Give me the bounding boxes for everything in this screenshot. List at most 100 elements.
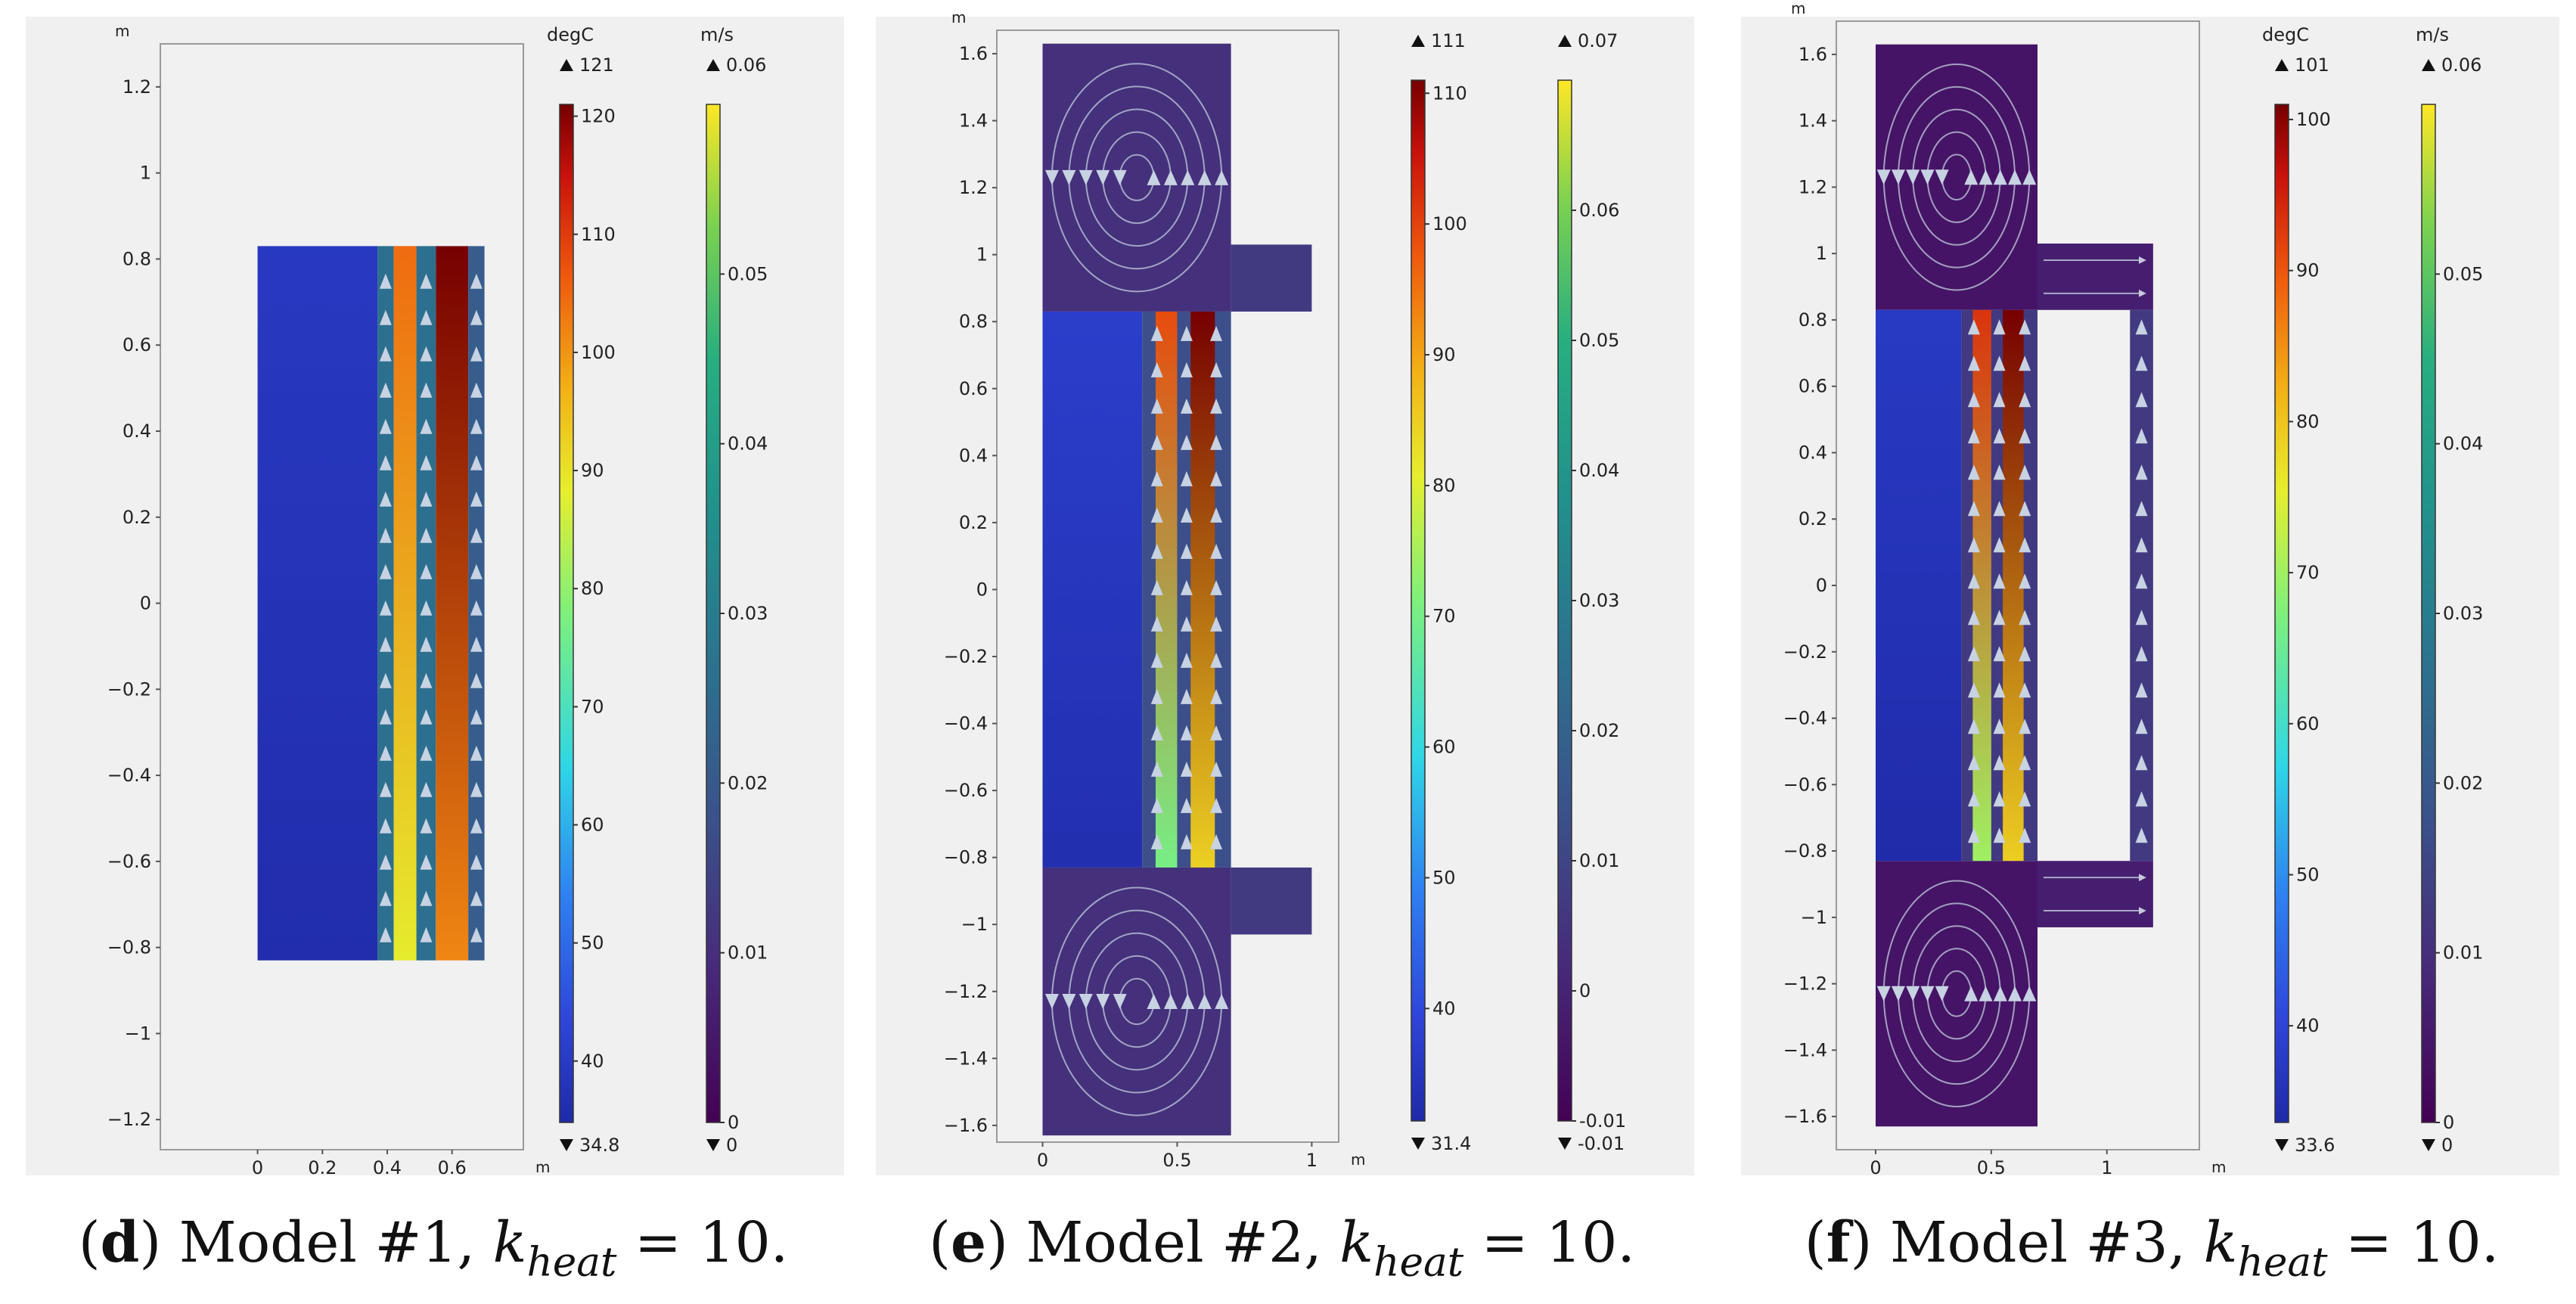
velocity-max-label: 0.07 — [1578, 30, 1618, 51]
flow-arrow — [2135, 319, 2148, 335]
velocity-tick-label: 0.03 — [728, 603, 768, 624]
flow-arrow — [470, 527, 483, 543]
flow-arrow — [1967, 646, 1980, 662]
flow-arrow — [379, 309, 392, 325]
flow-arrow — [1906, 169, 1920, 185]
y-tick-label: 1.6 — [1799, 44, 1827, 65]
x-tick-label: 0.6 — [438, 1157, 467, 1178]
flow-arrow — [379, 455, 392, 470]
chart-panel-1: 0 0.5 1 −1.6 −1.4 −1.2 −1 −0.8 −0.6 −0.4 −0.2 0 0.2 0… — [876, 8, 1694, 1175]
y-tick-label: 0.2 — [959, 512, 988, 533]
flow-arrow — [1180, 797, 1193, 813]
temperature-tick-label: 50 — [581, 933, 604, 954]
flow-arrow — [1993, 537, 2006, 553]
flow-arrow — [2019, 537, 2031, 553]
flow-arrow — [1150, 579, 1163, 595]
flow-arrow — [1979, 169, 1993, 185]
caption-k-value: = 10. — [1481, 1210, 1635, 1275]
flow-arrow — [1044, 994, 1059, 1010]
flow-arrow — [470, 890, 483, 906]
flow-arrow — [1150, 470, 1163, 486]
flow-arrow — [420, 854, 433, 870]
velocity-tick-label: -0.01 — [1579, 1110, 1626, 1132]
flow-arrow — [1096, 994, 1110, 1010]
flow-arrow — [470, 636, 483, 652]
caption-letter: e — [950, 1210, 987, 1275]
temperature-tick-label: 70 — [1432, 606, 1456, 627]
caption-f: (f) Model #3, kheat = 10. — [1804, 1210, 2500, 1286]
flow-arrow — [2135, 464, 2148, 480]
temperature-tick-label: 70 — [581, 696, 604, 717]
flow-arrow — [420, 600, 433, 616]
y-tick-label: −0.6 — [944, 780, 988, 801]
y-tick-label: 0.4 — [959, 445, 988, 466]
velocity-tick-label: 0.03 — [2443, 603, 2483, 624]
x-tick-label: 1 — [2101, 1157, 2112, 1178]
flow-arrow — [1210, 688, 1223, 704]
temperature-tick-label: 50 — [2296, 864, 2320, 885]
velocity-tick-label: 0 — [2443, 1112, 2454, 1133]
flow-arrow — [420, 527, 433, 543]
solid-region — [257, 246, 378, 961]
y-tick-label: 0.6 — [959, 378, 988, 399]
temperature-min-marker — [1411, 1138, 1425, 1150]
flow-arrow — [420, 745, 433, 761]
temperature-max-marker — [2275, 59, 2289, 71]
x-tick-label: 0.5 — [1162, 1150, 1191, 1171]
y-tick-label: 0.6 — [1799, 376, 1827, 397]
flow-arrow — [1180, 725, 1193, 740]
flow-arrow — [1993, 428, 2006, 444]
flow-arrow — [1062, 994, 1076, 1010]
flow-arrow — [1210, 652, 1223, 668]
velocity-max-marker — [1558, 35, 1572, 47]
y-tick-label: 0.4 — [123, 421, 151, 442]
flow-arrow — [2019, 464, 2031, 480]
flow-arrow — [2019, 501, 2031, 517]
temperature-tick-label: 90 — [2296, 260, 2320, 281]
flow-arrow — [2135, 501, 2148, 517]
y-tick-label: 0.4 — [1799, 442, 1827, 463]
caption-model: Model #2, — [1026, 1210, 1322, 1275]
temperature-tick-label: 110 — [581, 224, 616, 245]
fluid-region — [1875, 861, 2038, 1127]
caption-e: (e) Model #2, kheat = 10. — [929, 1210, 1635, 1286]
y-tick-label: 0.2 — [123, 507, 151, 528]
flow-arrow — [1920, 169, 1935, 185]
y-tick-label: 1.4 — [1799, 110, 1827, 132]
velocity-min-label: 0 — [726, 1135, 737, 1156]
flow-arrow — [1993, 169, 2007, 185]
flow-arrow — [1993, 501, 2006, 517]
heater-region — [1190, 311, 1215, 868]
flow-arrow — [1180, 470, 1193, 486]
y-tick-label: 1.2 — [123, 76, 151, 98]
velocity-min-label: 0 — [2441, 1135, 2453, 1156]
flow-arrow — [1967, 355, 1980, 371]
flow-arrow — [1967, 573, 1980, 589]
y-tick-label: 0.2 — [1799, 508, 1827, 529]
velocity-colorbar — [706, 104, 721, 1123]
y-tick-label: −1.4 — [1783, 1039, 1827, 1060]
flow-arrow — [2019, 355, 2031, 371]
temperature-max-marker — [1411, 35, 1425, 47]
velocity-tick-label: 0 — [728, 1112, 739, 1133]
flow-arrow — [379, 491, 392, 507]
flow-arrow — [379, 890, 392, 906]
flow-arrow — [2135, 610, 2148, 626]
y-tick-label: −0.4 — [107, 765, 151, 786]
flow-arrow — [1210, 797, 1223, 813]
temperature-tick-label: 60 — [581, 815, 604, 836]
temperature-max-label: 111 — [1431, 30, 1466, 51]
flow-arrow — [2019, 827, 2031, 843]
flow-arrow — [1150, 325, 1163, 341]
flow-arrow — [1210, 834, 1223, 849]
flow-arrow — [1967, 537, 1980, 553]
velocity-max-label: 0.06 — [726, 54, 766, 76]
flow-arrow — [1181, 169, 1195, 185]
caption-k-symbol: k — [1339, 1210, 1374, 1275]
x-tick-label: 0 — [1870, 1157, 1881, 1178]
flow-arrow — [470, 781, 483, 797]
flow-arrow — [470, 672, 483, 688]
flow-arrow — [1180, 325, 1193, 341]
flow-arrow — [1180, 834, 1193, 849]
flow-arrow — [379, 745, 392, 761]
